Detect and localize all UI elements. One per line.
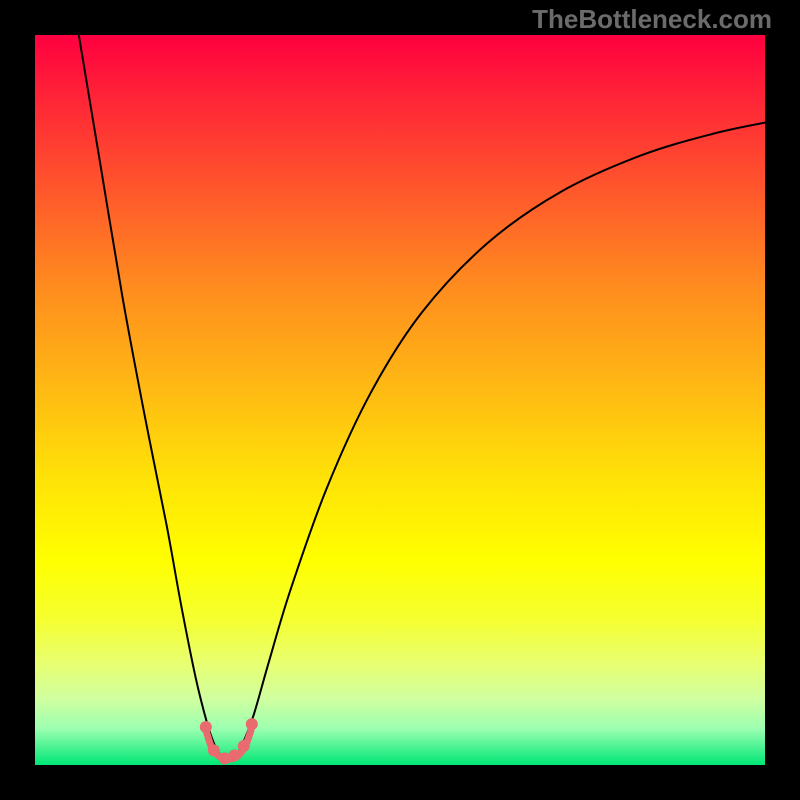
highlight-dot: [200, 721, 212, 733]
watermark-text: TheBottleneck.com: [532, 4, 772, 35]
curve-right-branch: [236, 123, 765, 757]
highlight-dot: [246, 718, 258, 730]
chart-frame: [35, 35, 765, 765]
curve-left-branch: [79, 35, 221, 756]
highlight-dot: [238, 740, 250, 752]
highlight-dot: [208, 744, 220, 756]
chart-curve-layer: [35, 35, 765, 765]
highlight-dot: [228, 750, 240, 762]
